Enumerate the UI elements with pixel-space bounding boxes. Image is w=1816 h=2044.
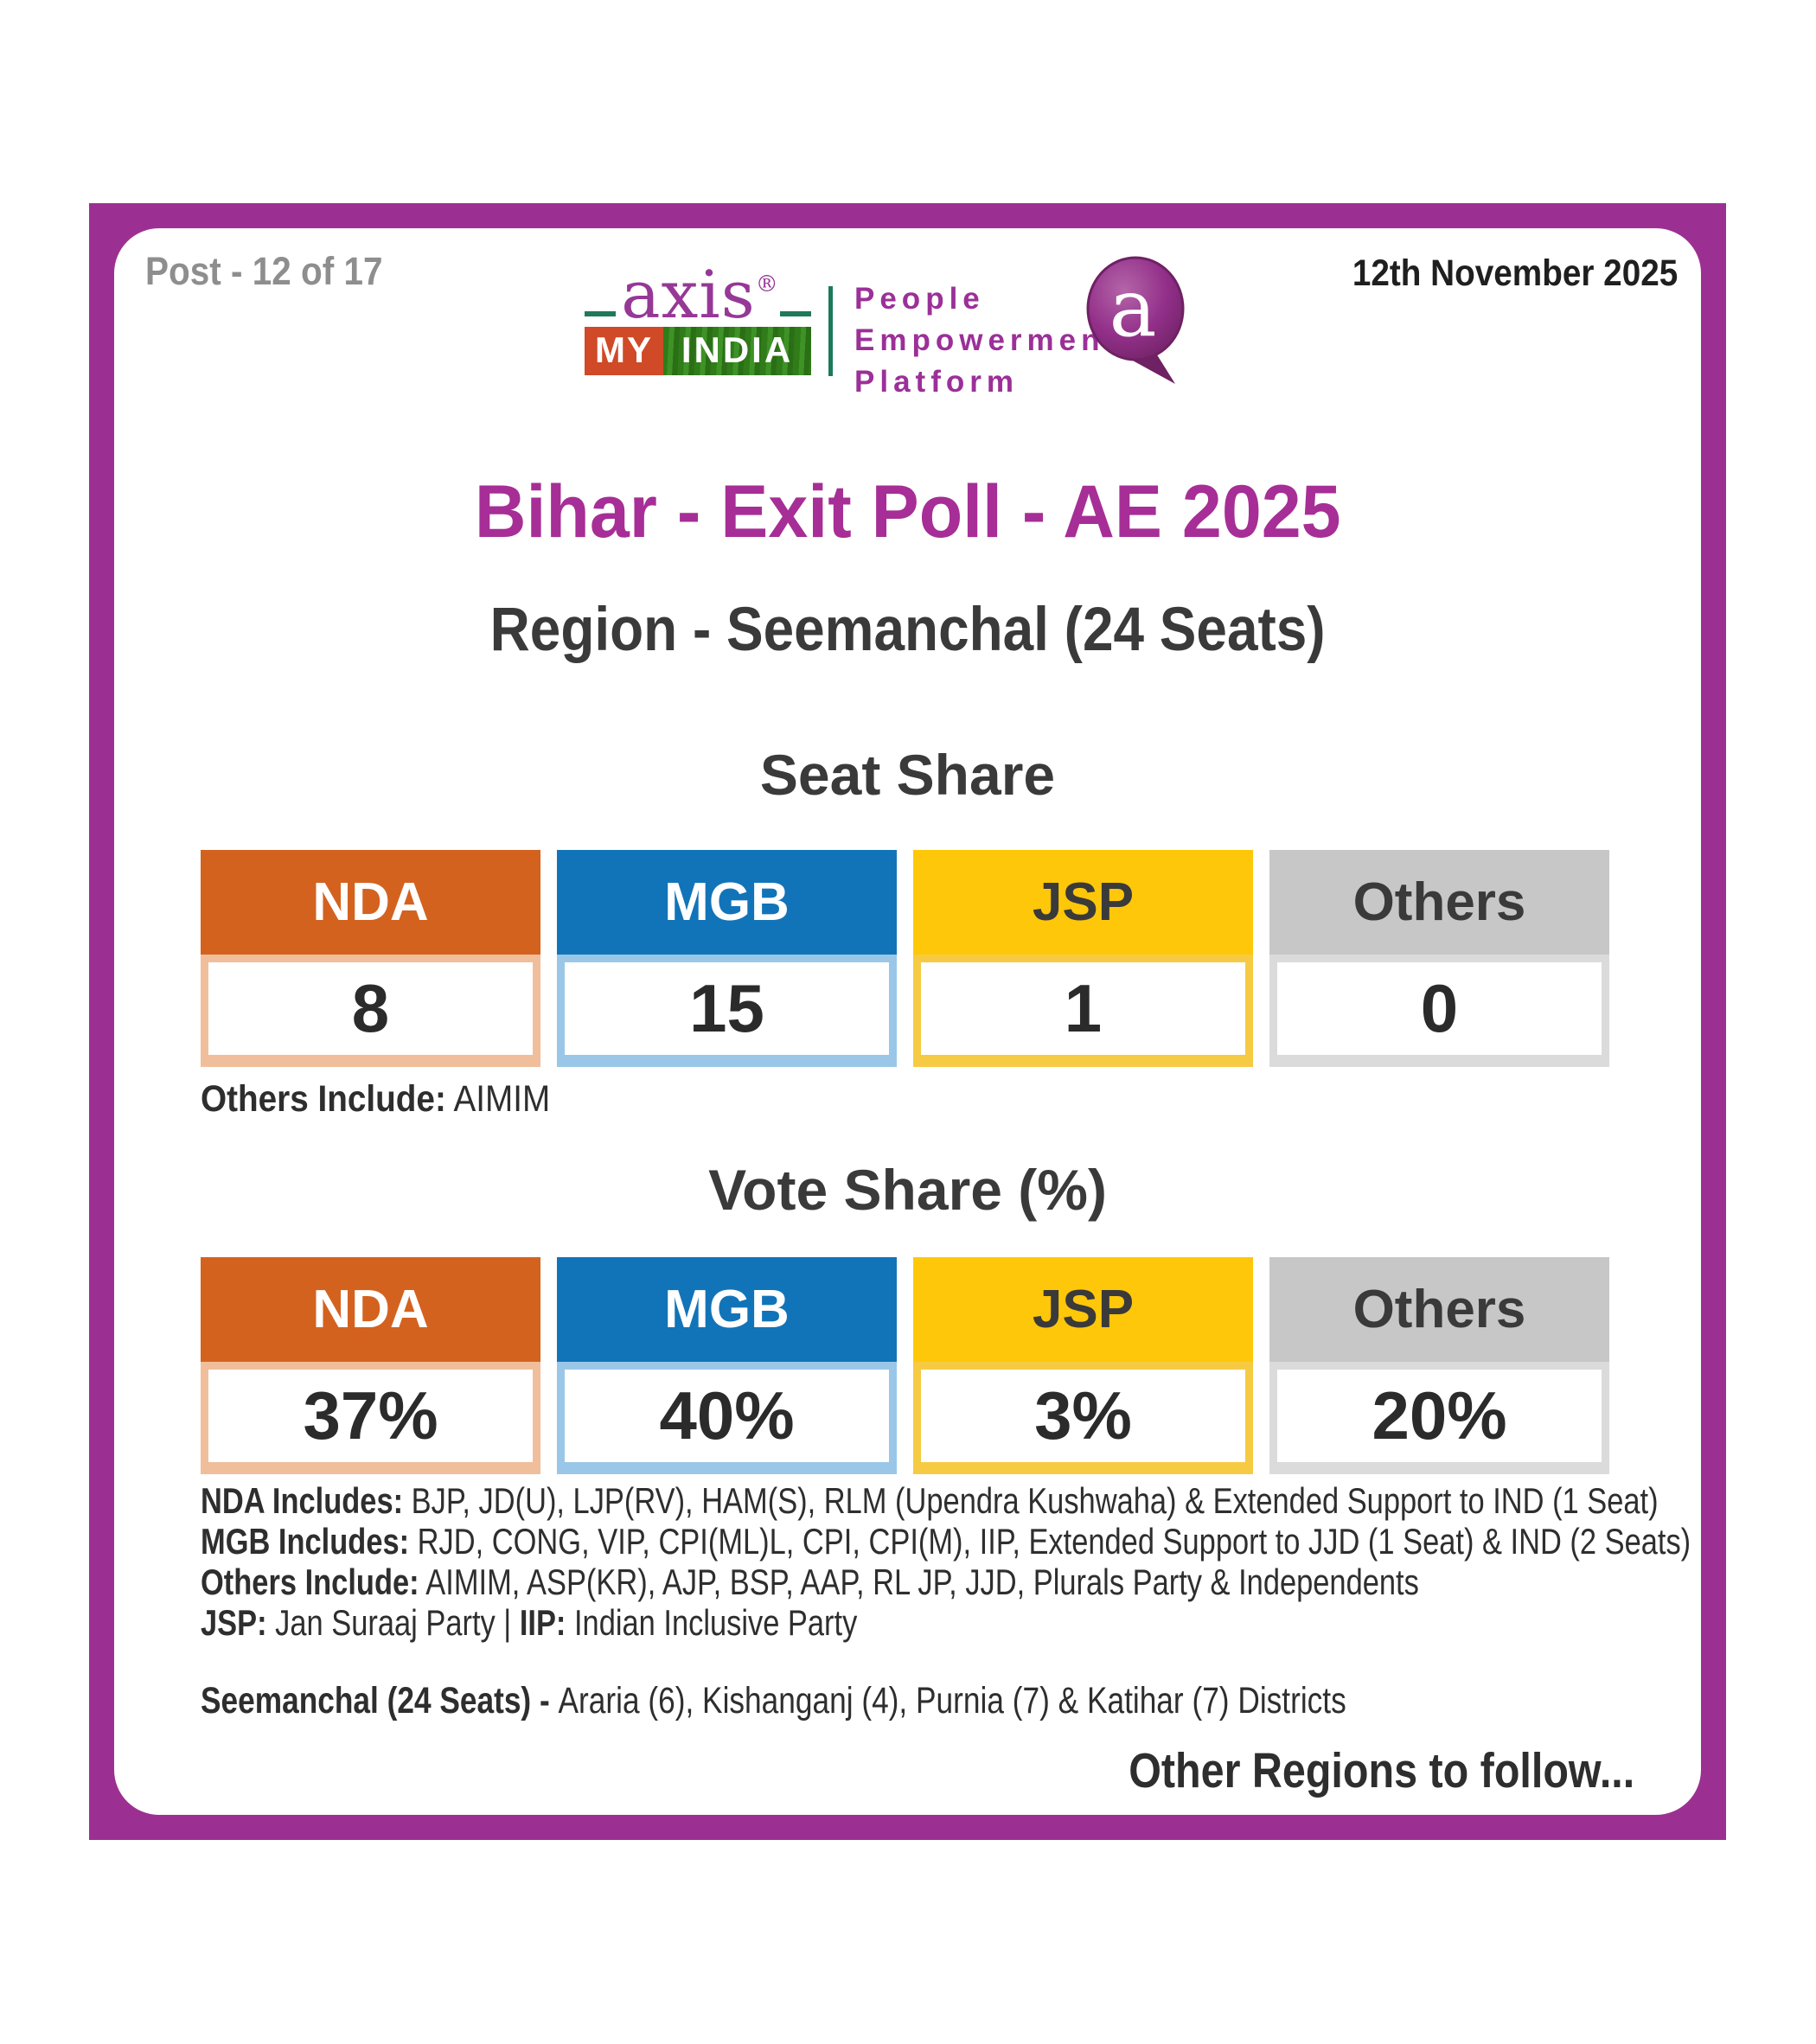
footnote-line: Others Include: AIMIM, ASP(KR), AJP, BSP… <box>201 1562 1419 1602</box>
axis-bubble-logo-icon: a <box>1086 256 1185 384</box>
district-line: Seemanchal (24 Seats) - Araria (6), Kish… <box>201 1680 1598 1722</box>
party-header: NDA <box>201 1257 540 1362</box>
footnote-line: NDA Includes: BJP, JD(U), LJP(RV), HAM(S… <box>201 1480 1659 1521</box>
seat-share-card-others: Others 0 <box>1269 850 1609 1067</box>
vote-share-value: 20% <box>1269 1362 1609 1474</box>
party-header: NDA <box>201 850 540 955</box>
seat-share-card-nda: NDA 8 <box>201 850 540 1067</box>
seat-share-value: 8 <box>201 955 540 1067</box>
seat-share-row: NDA 8 MGB 15 JSP 1 Others 0 <box>201 850 1671 1067</box>
party-header: JSP <box>913 1257 1253 1362</box>
party-header: Others <box>1269 850 1609 955</box>
axis-wordmark: axis ® <box>585 256 811 333</box>
vote-share-value: 40% <box>557 1362 897 1474</box>
district-bold: Seemanchal (24 Seats) - <box>201 1680 559 1721</box>
seat-share-note: Others Include: AIMIM <box>201 1078 589 1121</box>
footnote-line: JSP: Jan Suraaj Party | IIP: Indian Incl… <box>201 1602 858 1643</box>
vote-share-heading: Vote Share (%) <box>708 1158 1107 1222</box>
post-counter: Post - 12 of 17 <box>145 249 409 294</box>
vote-share-row: NDA 37% MGB 40% JSP 3% Others 20% <box>201 1257 1671 1474</box>
vote-share-value: 37% <box>201 1362 540 1474</box>
vote-share-card-jsp: JSP 3% <box>913 1257 1253 1474</box>
party-header: MGB <box>557 850 897 955</box>
my-box: MY <box>585 327 663 375</box>
footer-note: Other Regions to follow... <box>1129 1743 1634 1798</box>
vote-share-card-mgb: MGB 40% <box>557 1257 897 1474</box>
logo-tagline: People Empowerment Platform <box>854 282 1121 399</box>
registered-mark-icon: ® <box>755 271 778 297</box>
party-header: Others <box>1269 1257 1609 1362</box>
footnote-line: MGB Includes: RJD, CONG, VIP, CPI(ML)L, … <box>201 1521 1691 1562</box>
page-title: Bihar - Exit Poll - AE 2025 <box>474 470 1341 553</box>
seat-share-value: 15 <box>557 955 897 1067</box>
district-rest: Araria (6), Kishanganj (4), Purnia (7) &… <box>558 1680 1346 1721</box>
vote-share-value: 3% <box>913 1362 1253 1474</box>
date-label: 12th November 2025 <box>1352 252 1678 294</box>
footnotes-block: NDA Includes: BJP, JD(U), LJP(RV), HAM(S… <box>201 1480 1816 1643</box>
seat-share-card-jsp: JSP 1 <box>913 850 1253 1067</box>
axis-underline-right <box>779 311 811 316</box>
my-india-band: MY INDIA <box>585 327 811 375</box>
post-counter-label: Post - 12 of 17 <box>145 249 383 293</box>
note-bold: Others Include: <box>201 1078 446 1120</box>
seat-share-value: 0 <box>1269 955 1609 1067</box>
region-subtitle: Region - Seemanchal (24 Seats) <box>489 596 1326 664</box>
party-header: JSP <box>913 850 1253 955</box>
india-box: INDIA <box>663 327 811 375</box>
vote-share-card-nda: NDA 37% <box>201 1257 540 1474</box>
seat-share-heading: Seat Share <box>759 743 1056 807</box>
note-rest: AIMIM <box>445 1078 551 1120</box>
axis-word: axis <box>621 256 756 333</box>
seat-share-card-mgb: MGB 15 <box>557 850 897 1067</box>
logo-divider-line <box>828 286 833 376</box>
axis-my-india-logo: axis ® MY INDIA <box>585 256 811 375</box>
seat-share-value: 1 <box>913 955 1253 1067</box>
svg-text:a: a <box>1109 262 1157 355</box>
party-header: MGB <box>557 1257 897 1362</box>
vote-share-card-others: Others 20% <box>1269 1257 1609 1474</box>
axis-underline-left <box>585 311 617 316</box>
